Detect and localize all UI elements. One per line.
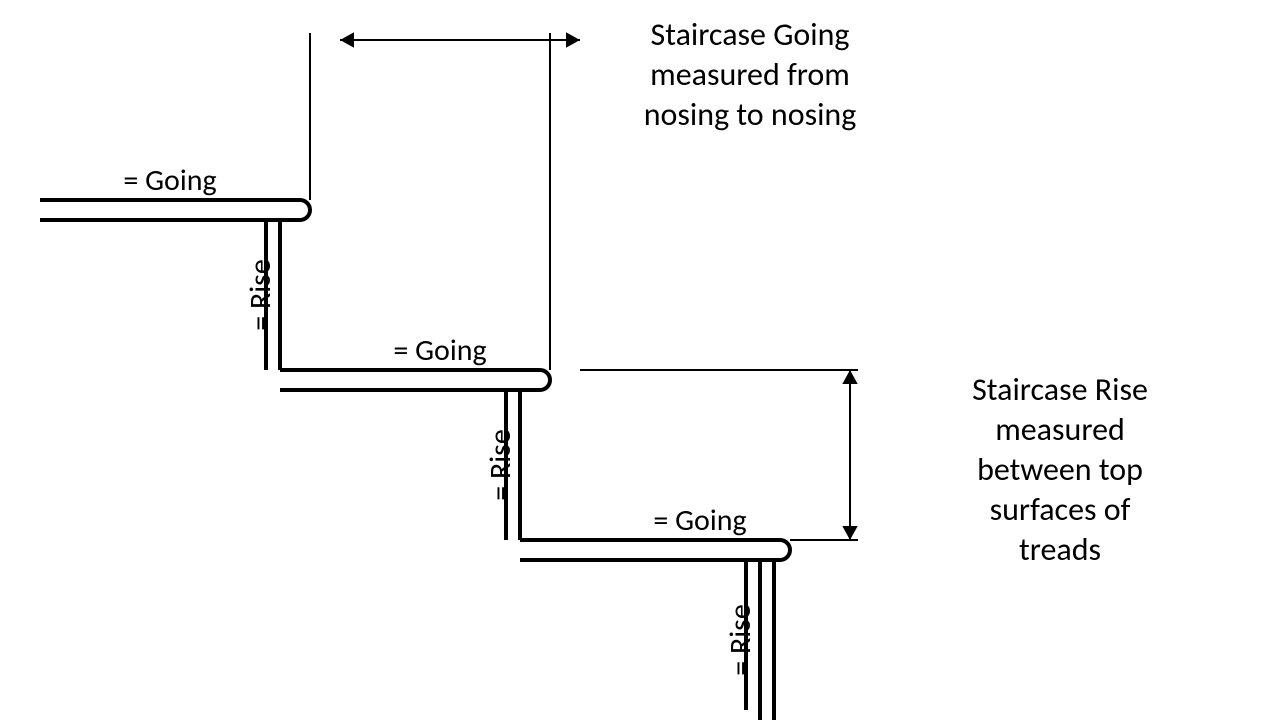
going-label: = Going xyxy=(653,502,746,539)
going-annotation-line: measured from xyxy=(650,55,850,94)
rise-annotation-line: measured xyxy=(995,410,1125,449)
going-annotation-line: Staircase Going xyxy=(651,15,850,54)
arrowhead-icon xyxy=(842,526,857,540)
going-label: = Going xyxy=(123,162,216,199)
rise-label: = Rise xyxy=(242,259,279,331)
staircase-diagram: = Going = Going = Going = Rise = Rise = Rise S… xyxy=(0,0,1280,720)
tread xyxy=(520,540,790,560)
rise-annotation-line: surfaces of xyxy=(990,490,1131,529)
arrowhead-icon xyxy=(340,32,354,47)
rise-annotation-line: between top xyxy=(977,450,1143,489)
arrowhead-icon xyxy=(566,32,580,47)
rise-annotation-line: Staircase Rise xyxy=(972,370,1148,409)
arrowhead-icon xyxy=(842,370,857,384)
rise-annotation-line: treads xyxy=(1019,530,1101,569)
rise-label: = Rise xyxy=(482,429,519,501)
going-label: = Going xyxy=(393,332,486,369)
going-annotation-line: nosing to nosing xyxy=(644,95,857,134)
rise-label: = Rise xyxy=(722,604,759,676)
tread xyxy=(280,370,550,390)
riser xyxy=(760,560,774,720)
tread xyxy=(40,200,310,220)
